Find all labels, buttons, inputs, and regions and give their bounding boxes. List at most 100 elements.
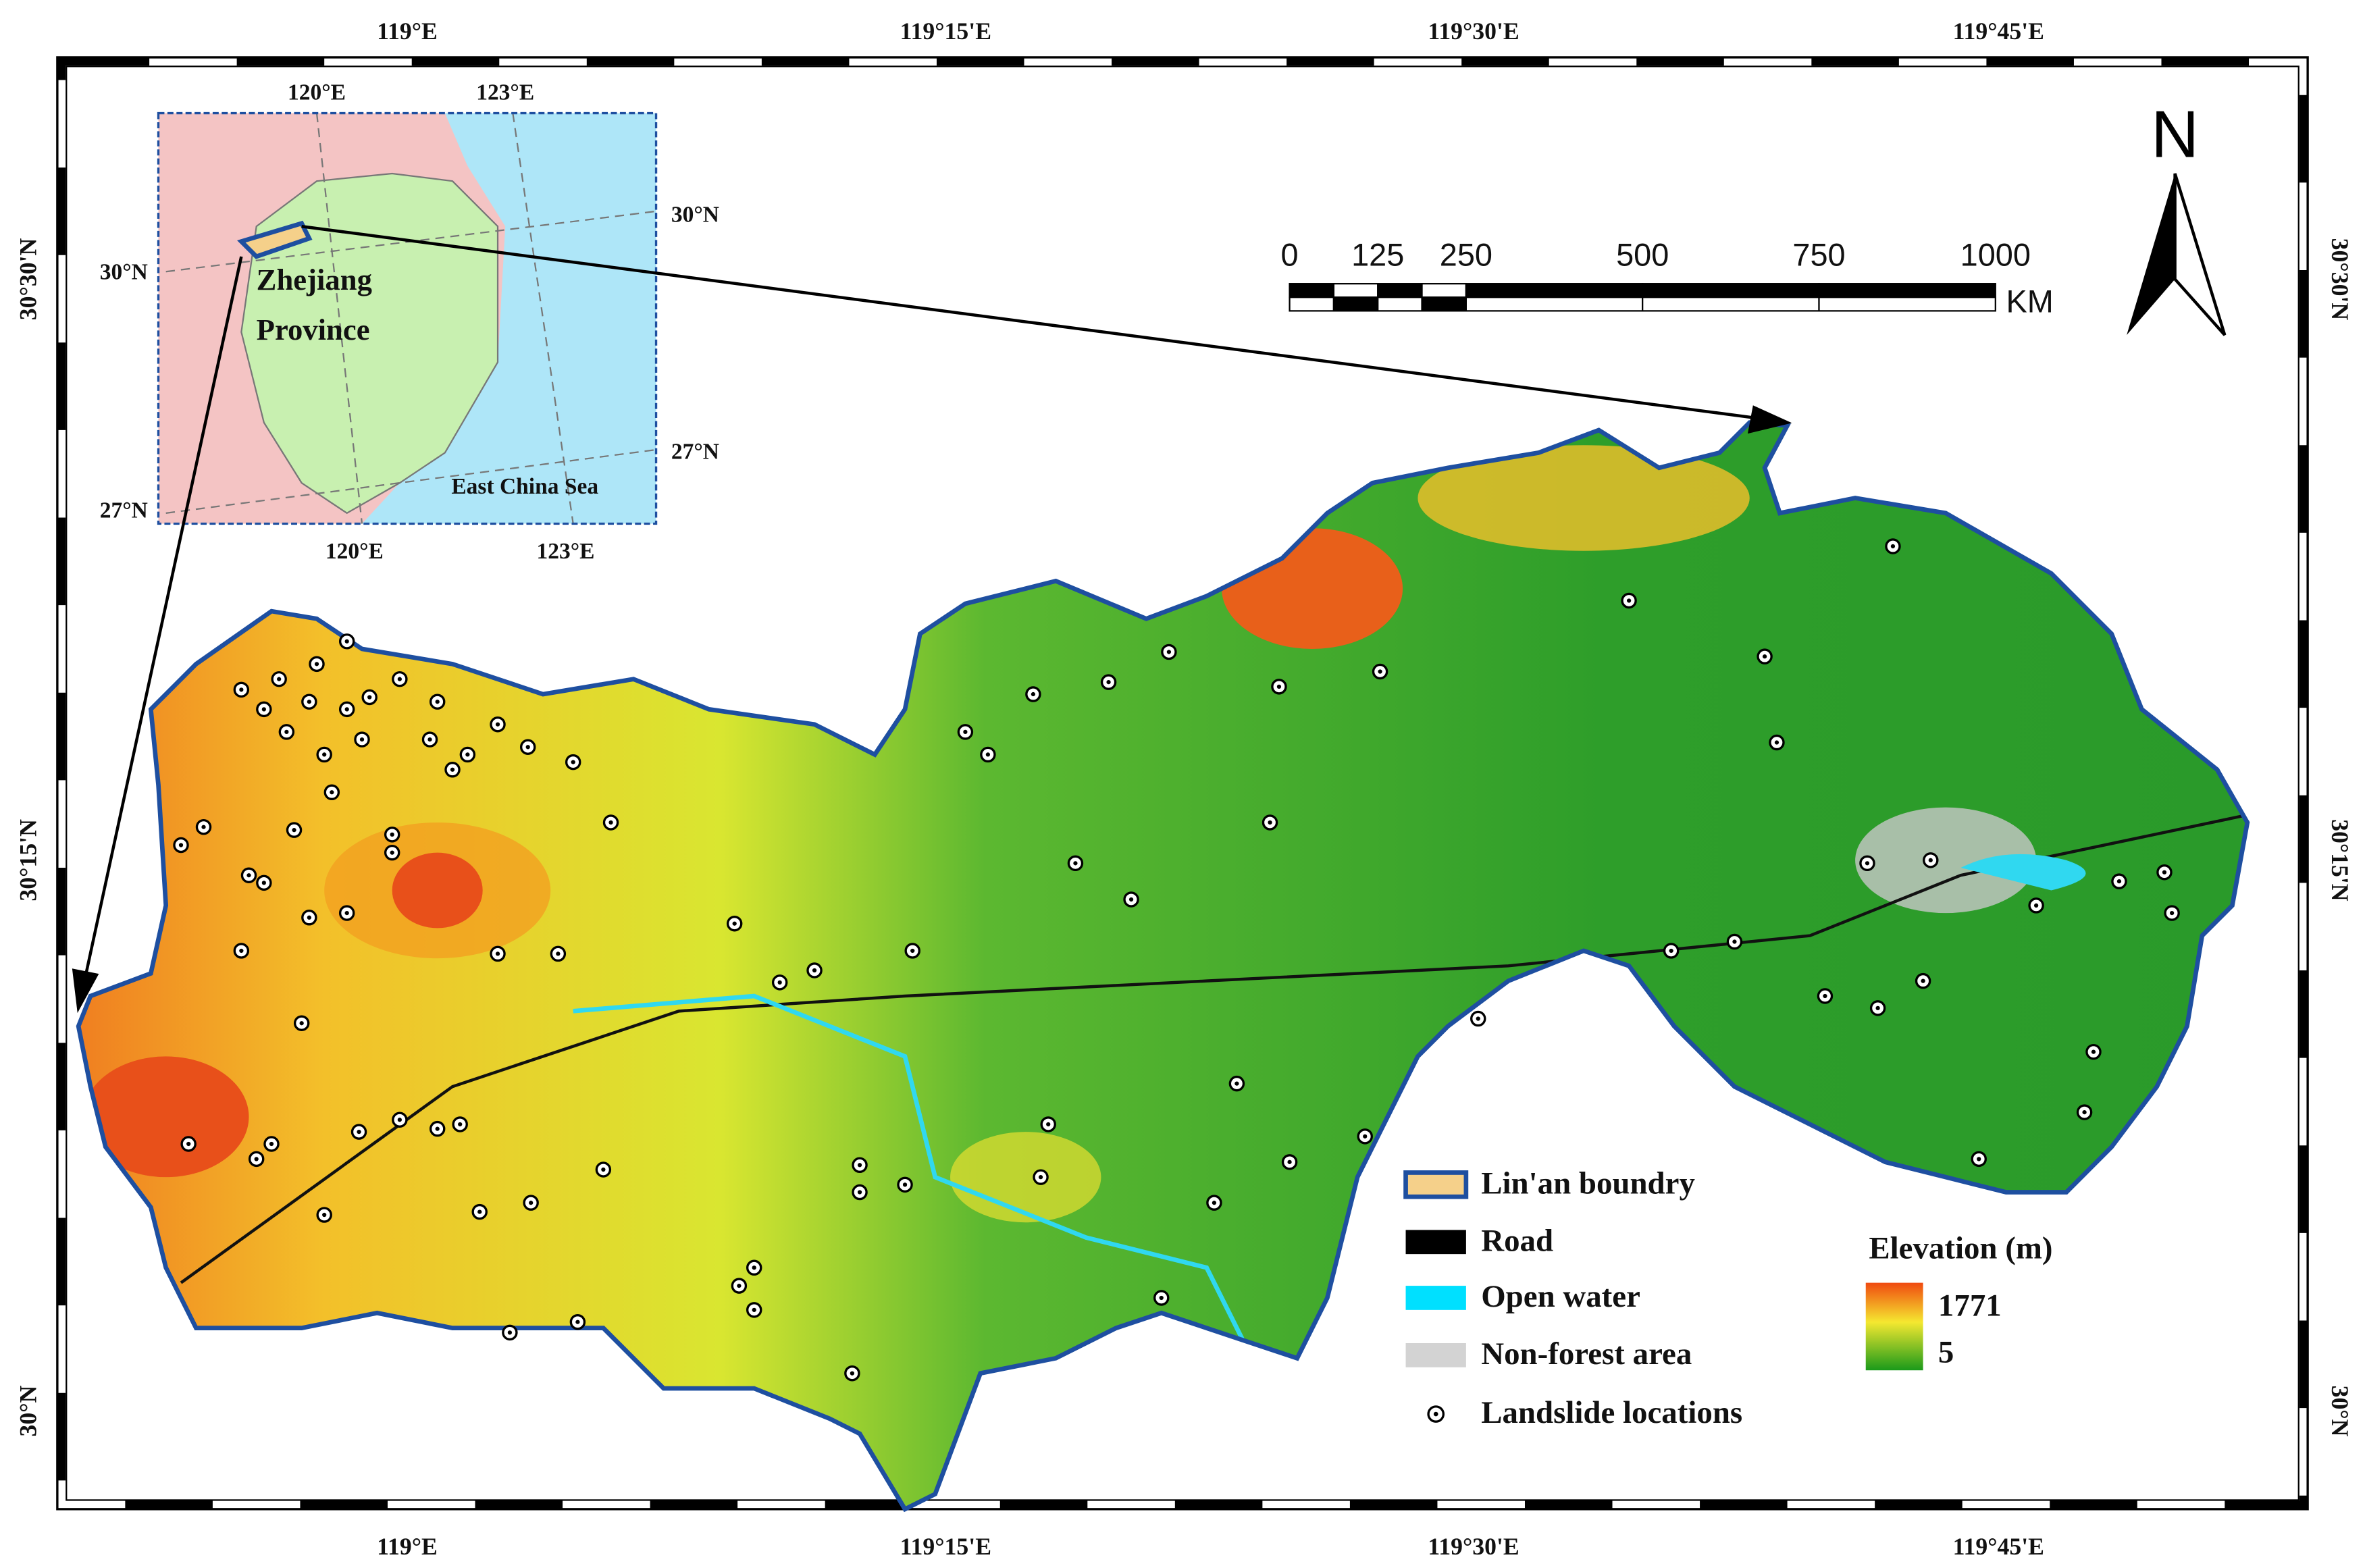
landslide-dot bbox=[314, 662, 319, 667]
landslide-dot bbox=[246, 873, 251, 878]
landslide-dot bbox=[2162, 870, 2167, 874]
lon-label: 119°E bbox=[377, 1533, 438, 1560]
landslide-dot bbox=[1378, 669, 1382, 674]
landslide-dot bbox=[322, 752, 327, 757]
scale-segment bbox=[1332, 296, 1379, 312]
landslide-dot bbox=[390, 832, 394, 837]
legend bbox=[1403, 1170, 1469, 1423]
landslide-dot bbox=[737, 1283, 742, 1288]
map-frame-inner bbox=[66, 66, 2299, 1501]
landslide-dot bbox=[1823, 993, 1827, 999]
lon-label: 119°30'E bbox=[1428, 18, 1519, 45]
scale-segment bbox=[1818, 283, 1996, 298]
province-label: Province bbox=[257, 313, 370, 346]
scale-segment bbox=[1377, 296, 1423, 312]
scale-segment bbox=[1818, 296, 1996, 312]
lat-label: 30°30'N bbox=[15, 238, 42, 320]
landslide-dot bbox=[1977, 1157, 1981, 1161]
landslide-dot bbox=[529, 1201, 534, 1205]
landslide-dot bbox=[359, 737, 365, 742]
legend-label: Landslide locations bbox=[1481, 1395, 1742, 1430]
inset-lat-label: 30°N bbox=[100, 259, 148, 284]
inset-lat-label: 30°N bbox=[671, 203, 719, 228]
landslide-dot bbox=[902, 1182, 908, 1187]
legend-label: Road bbox=[1481, 1223, 1553, 1258]
landslide-dot bbox=[1038, 1175, 1043, 1180]
landslide-dot bbox=[1031, 691, 1036, 697]
landslide-dot bbox=[435, 700, 440, 704]
landslide-dot bbox=[857, 1163, 862, 1168]
landslide-dot bbox=[2116, 879, 2122, 884]
landslide-dot bbox=[1732, 939, 1737, 944]
legend-label: Open water bbox=[1481, 1279, 1640, 1314]
landslide-dot bbox=[1921, 978, 1925, 983]
landslide-dot bbox=[239, 687, 244, 692]
landslide-dot bbox=[571, 760, 575, 764]
landslide-dot bbox=[495, 722, 500, 727]
scale-label: 125 bbox=[1351, 237, 1404, 272]
landslide-dot bbox=[450, 767, 455, 772]
inset-map bbox=[157, 111, 658, 525]
landslide-dot bbox=[1363, 1134, 1368, 1139]
landslide-dot bbox=[985, 752, 991, 757]
landslide-dot bbox=[777, 980, 782, 985]
landslide-dot bbox=[575, 1319, 580, 1324]
landslide-dot bbox=[752, 1265, 756, 1270]
landslide-dot bbox=[397, 677, 402, 681]
landslide-dot bbox=[495, 951, 500, 956]
landslide-dot bbox=[201, 825, 206, 829]
landslide-dot bbox=[435, 1126, 440, 1131]
north-arrow-right bbox=[2173, 173, 2227, 336]
landslide-dot bbox=[465, 752, 470, 757]
inset-lon-label: 123°E bbox=[537, 539, 595, 564]
lon-label: 119°45'E bbox=[1953, 18, 2044, 45]
landslide-dot bbox=[261, 707, 266, 712]
landslide-dot bbox=[507, 1330, 513, 1335]
landslide-dot bbox=[357, 1130, 361, 1134]
landslide-dot bbox=[344, 910, 349, 916]
landslide-dot bbox=[254, 1157, 259, 1161]
inset-lon-label: 120°E bbox=[326, 539, 384, 564]
lon-label: 119°15'E bbox=[900, 1533, 991, 1560]
landslide-dot bbox=[292, 828, 296, 833]
scale-unit: KM bbox=[2006, 284, 2053, 319]
landslide-dot bbox=[2091, 1049, 2096, 1054]
landslide-dot bbox=[397, 1118, 402, 1122]
legend-label: Non-forest area bbox=[1481, 1336, 1692, 1371]
landslide-dot bbox=[1235, 1081, 1239, 1086]
locator-arrows bbox=[72, 225, 1792, 1014]
lat-label: 30°15'N bbox=[2327, 819, 2354, 901]
landslide-dot bbox=[812, 968, 817, 973]
legend-label: Lin'an boundry bbox=[1481, 1166, 1695, 1201]
landslide-dot bbox=[1890, 544, 1896, 549]
lat-label: 30°15'N bbox=[15, 819, 42, 901]
landslide-dot bbox=[277, 677, 282, 681]
landslide-dot bbox=[178, 843, 184, 847]
north-arrow-left bbox=[2127, 174, 2175, 336]
scale-segment bbox=[1642, 283, 1820, 298]
landslide-dot bbox=[269, 1141, 274, 1147]
lon-label: 119°E bbox=[377, 18, 438, 45]
inset-lat-label: 27°N bbox=[671, 439, 719, 464]
scale-segment bbox=[1465, 296, 1644, 312]
landslide-dot bbox=[186, 1141, 191, 1147]
landslide-dot bbox=[1287, 1159, 1292, 1164]
scale-segment bbox=[1289, 296, 1335, 312]
landslide-dot bbox=[1669, 948, 1673, 953]
landslide-dot bbox=[1166, 650, 1172, 654]
sea-label: East China Sea bbox=[451, 474, 598, 499]
landslide-dot bbox=[1875, 1005, 1880, 1011]
scale-label: 500 bbox=[1616, 237, 1669, 272]
landslide-dot bbox=[732, 921, 737, 926]
landslide-dot bbox=[390, 850, 394, 855]
inset-lon-label: 123°E bbox=[476, 80, 534, 105]
scale-segment bbox=[1332, 283, 1379, 298]
landslide-dot bbox=[608, 820, 613, 825]
landslide-dot bbox=[1073, 861, 1078, 866]
landslide-dot bbox=[1212, 1201, 1217, 1205]
scale-segment bbox=[1421, 296, 1467, 312]
landslide-dot bbox=[367, 695, 372, 700]
landslide-dot bbox=[1762, 654, 1767, 659]
elevation-max: 1771 bbox=[1938, 1288, 2002, 1323]
elevation-min: 5 bbox=[1938, 1335, 1954, 1370]
